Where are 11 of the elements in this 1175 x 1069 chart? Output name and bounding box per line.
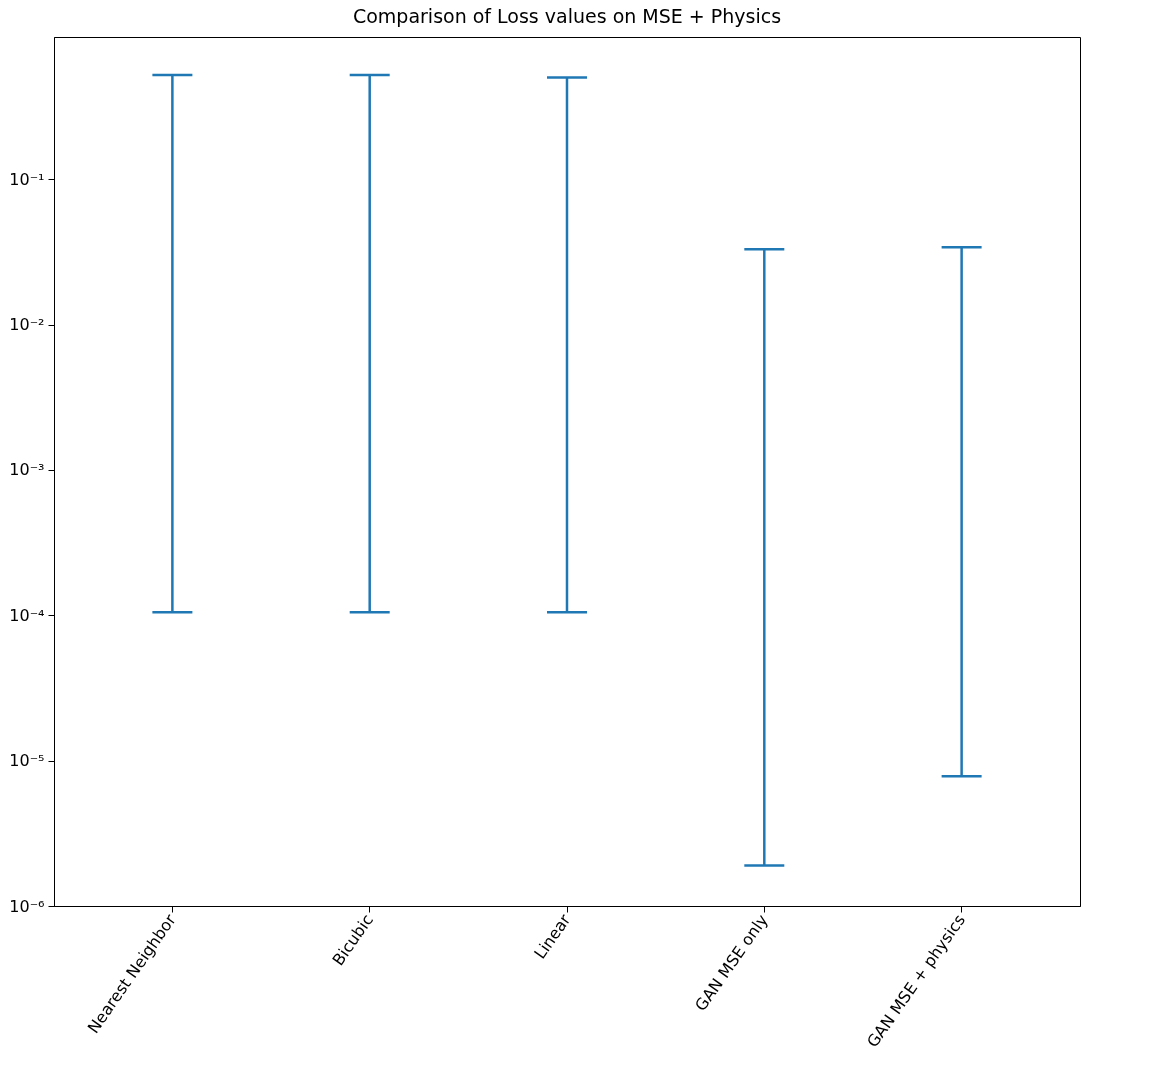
y-tick-label: 10⁻¹ — [9, 169, 45, 189]
y-tick-label: 10⁻⁴ — [9, 605, 45, 625]
y-tick-label: 10⁻⁵ — [9, 751, 45, 771]
bar — [960, 247, 963, 777]
y-tick-label: 10⁻³ — [9, 460, 45, 480]
chart-title: Comparison of Loss values on MSE + Physics — [352, 5, 782, 27]
bar — [763, 249, 766, 866]
bar — [368, 75, 371, 613]
y-tick-label: 10⁻⁶ — [9, 896, 45, 916]
y-tick-label: 10⁻² — [9, 315, 45, 335]
bar — [171, 75, 174, 613]
